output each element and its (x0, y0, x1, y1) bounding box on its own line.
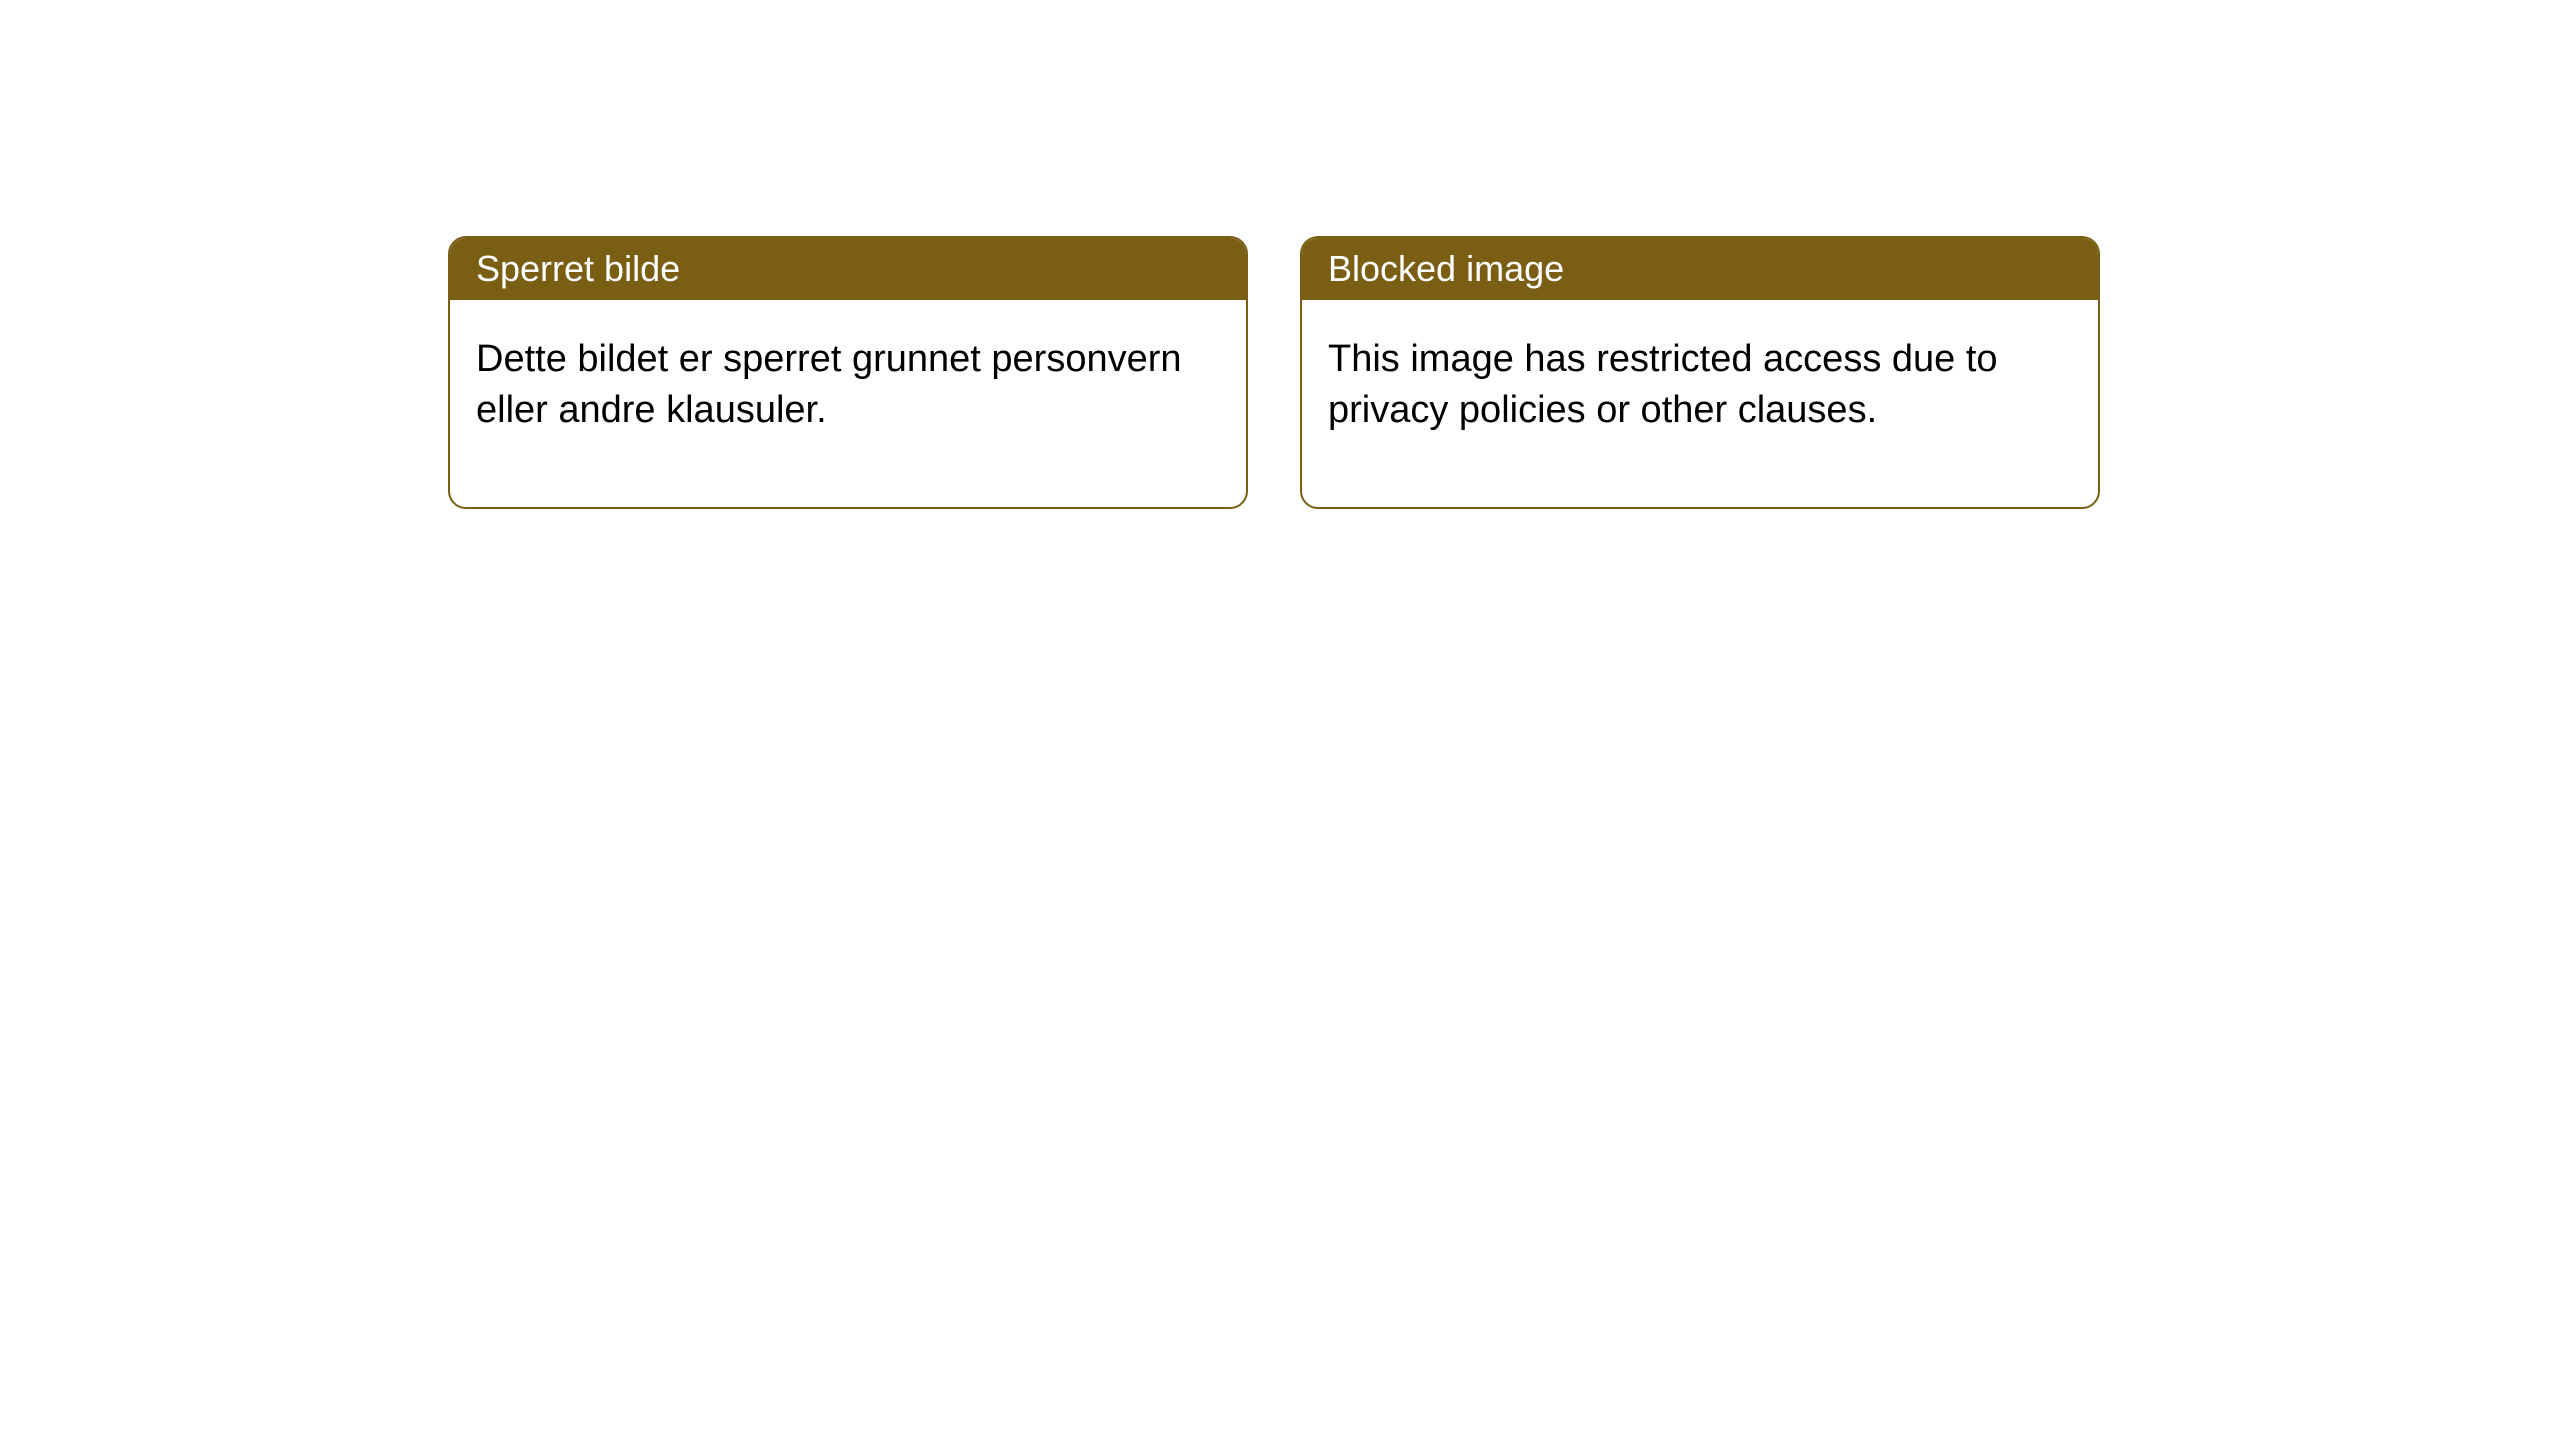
notice-card-norwegian: Sperret bilde Dette bildet er sperret gr… (448, 236, 1248, 509)
card-title: Blocked image (1328, 248, 1564, 289)
card-body: This image has restricted access due to … (1302, 300, 2098, 507)
notice-card-english: Blocked image This image has restricted … (1300, 236, 2100, 509)
card-body: Dette bildet er sperret grunnet personve… (450, 300, 1246, 507)
card-header: Blocked image (1302, 238, 2098, 300)
card-title: Sperret bilde (476, 248, 680, 289)
card-message: This image has restricted access due to … (1328, 338, 1998, 431)
notice-cards-container: Sperret bilde Dette bildet er sperret gr… (448, 236, 2100, 509)
card-header: Sperret bilde (450, 238, 1246, 300)
card-message: Dette bildet er sperret grunnet personve… (476, 338, 1182, 431)
